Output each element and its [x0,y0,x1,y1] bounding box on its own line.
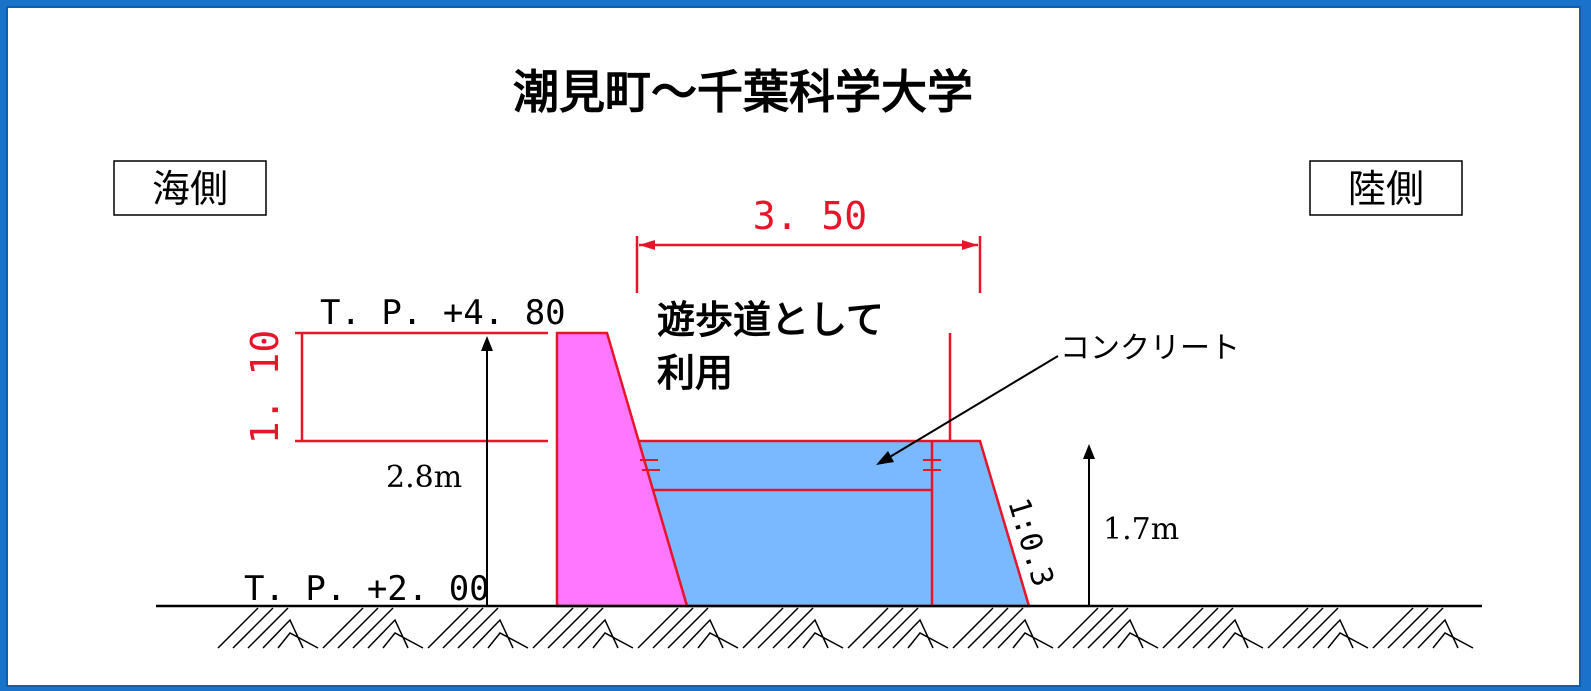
height-wall-label: 1.7m [1103,512,1179,547]
hatch-mark [1162,607,1264,649]
walkway-label-line2: 利用 [657,350,733,395]
width-dim-arrow-left [639,240,655,250]
hatch-mark [427,607,529,649]
joint-mark-left [640,459,660,471]
cross-section-diagram: 潮見町～千葉科学大学 海側 陸側 1. 10 T. P. +4. [113,65,1482,649]
concrete-leader-line [887,355,1059,459]
hatch-mark [322,607,424,649]
height-dimension-label: 1. 10 [243,330,287,444]
hatch-mark [1057,607,1159,649]
tp-bottom-label: T. P. +2. 00 [244,569,490,609]
hatch-mark [217,607,319,649]
concrete-label: コンクリート [1060,331,1240,366]
width-dimension-label: 3. 50 [753,194,867,238]
walkway-label-line1: 遊歩道として [657,297,884,342]
sea-side-box [113,160,267,216]
sea-side-label: 海側 [152,167,228,211]
ground-hatching [217,607,1474,649]
tp-top-label: T. P. +4. 80 [320,293,566,333]
hatch-mark [742,607,844,649]
height-total-label: 2.8m [386,460,462,495]
width-dim-arrow-right [962,240,978,250]
diagram-panel: 潮見町～千葉科学大学 海側 陸側 1. 10 T. P. +4. [6,6,1581,687]
hatch-mark [637,607,739,649]
page-title: 潮見町～千葉科学大学 [513,65,973,119]
height-arrow-total-head [481,336,493,351]
land-side-box [1309,160,1463,216]
hatch-mark [1372,607,1474,649]
height-arrow-wall-head [1083,444,1095,459]
land-side-label: 陸側 [1348,167,1424,211]
hatch-mark [532,607,634,649]
concrete-leader-arrow [876,451,894,465]
concrete-body [635,439,1031,608]
hatch-mark [1267,607,1369,649]
joint-mark-right [923,459,941,471]
hatch-mark [847,607,949,649]
hatch-mark [952,607,1054,649]
